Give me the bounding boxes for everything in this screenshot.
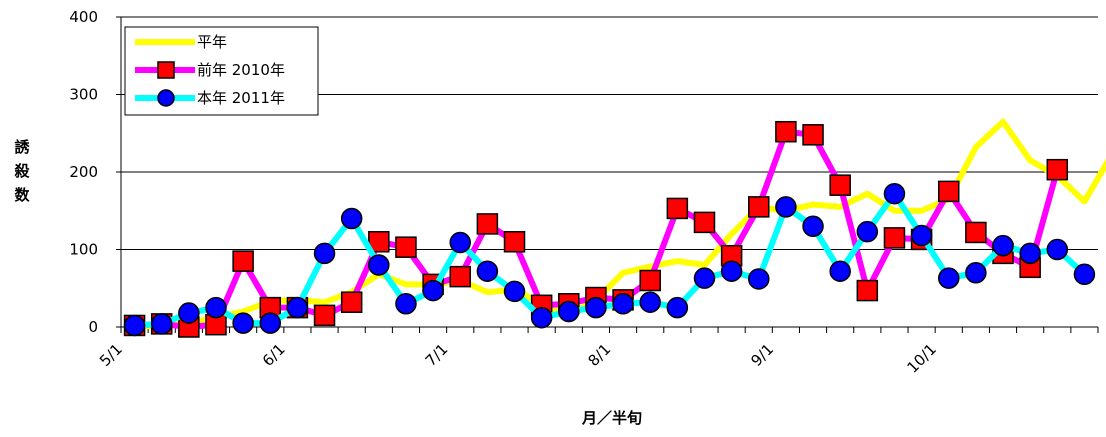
data-point (232, 250, 254, 272)
data-point (802, 215, 824, 237)
series-group (123, 118, 1106, 338)
data-point (503, 231, 526, 253)
data-point (992, 234, 1014, 257)
data-point (775, 196, 797, 218)
series-2 (123, 182, 1096, 337)
axes (116, 16, 1099, 333)
data-point (802, 124, 824, 146)
data-point (748, 268, 770, 290)
data-point (503, 280, 526, 303)
data-point (368, 231, 390, 253)
data-point (585, 296, 607, 319)
data-point (1073, 263, 1096, 286)
legend-item: 平年 (135, 33, 227, 51)
y-tick-label: 0 (88, 318, 98, 336)
data-point (1046, 158, 1069, 181)
data-point (476, 213, 499, 235)
data-point (965, 221, 987, 244)
legend-label: 本年 2011年 (197, 89, 285, 107)
data-point (422, 279, 444, 302)
data-point (259, 312, 282, 334)
data-point (123, 314, 146, 337)
data-point (476, 260, 499, 282)
data-point (340, 207, 363, 230)
x-tick-label: 7/1 (422, 340, 452, 370)
data-point (449, 265, 471, 288)
data-point (340, 291, 363, 313)
y-tick-label: 200 (69, 163, 98, 181)
data-point (883, 227, 906, 249)
x-tick-label: 6/1 (259, 340, 289, 370)
data-point (910, 224, 933, 247)
y-tick-label: 100 (69, 241, 98, 259)
y-axis-title-char: 殺 (13, 162, 30, 180)
data-point (286, 296, 309, 319)
y-tick-label: 400 (69, 8, 98, 26)
x-tick-label: 9/1 (747, 340, 777, 370)
data-point (937, 180, 960, 203)
y-tick-label: 300 (69, 86, 98, 104)
data-point (666, 197, 689, 220)
data-point (178, 302, 200, 324)
data-point (639, 269, 661, 292)
y-axis-title: 誘殺数 (13, 138, 30, 204)
data-point (530, 306, 553, 329)
x-tick-label: 8/1 (585, 340, 615, 370)
data-point (612, 293, 634, 315)
data-point (368, 254, 390, 276)
x-tick-label: 10/1 (903, 340, 940, 377)
legend-swatch-marker (157, 61, 175, 79)
data-point (313, 242, 336, 265)
data-point (720, 260, 743, 282)
data-point (693, 211, 716, 234)
legend-swatch-marker (157, 89, 175, 107)
data-point (748, 196, 770, 218)
data-point (232, 312, 254, 334)
x-axis-title: 月／半旬 (581, 409, 642, 427)
legend-item: 前年 2010年 (135, 61, 285, 79)
data-point (965, 262, 987, 284)
data-point (1019, 242, 1041, 265)
x-tick-labels: 5/1 6/1 7/1 8/1 9/1 10/1 (96, 340, 940, 377)
data-point (666, 296, 689, 319)
data-point (395, 236, 417, 258)
legend-label: 平年 (197, 33, 227, 51)
data-point (1046, 238, 1069, 261)
legend-item: 本年 2011年 (135, 89, 285, 107)
data-point (775, 120, 797, 143)
data-point (449, 231, 471, 254)
data-point (558, 300, 580, 323)
data-point (856, 279, 879, 302)
data-point (829, 260, 851, 282)
y-tick-labels: 0 100 200 300 400 (69, 8, 98, 336)
data-point (205, 296, 227, 319)
data-point (856, 220, 879, 243)
data-point (829, 174, 851, 196)
data-point (395, 293, 417, 315)
data-point (639, 291, 661, 313)
data-point (693, 267, 716, 289)
y-axis-title-char: 誘 (14, 138, 30, 156)
data-point (937, 267, 960, 289)
data-point (150, 313, 173, 335)
legend-label: 前年 2010年 (197, 61, 285, 79)
y-axis-title-char: 数 (14, 186, 30, 204)
x-tick-label: 5/1 (96, 340, 126, 370)
data-point (313, 304, 336, 327)
data-point (883, 182, 906, 205)
